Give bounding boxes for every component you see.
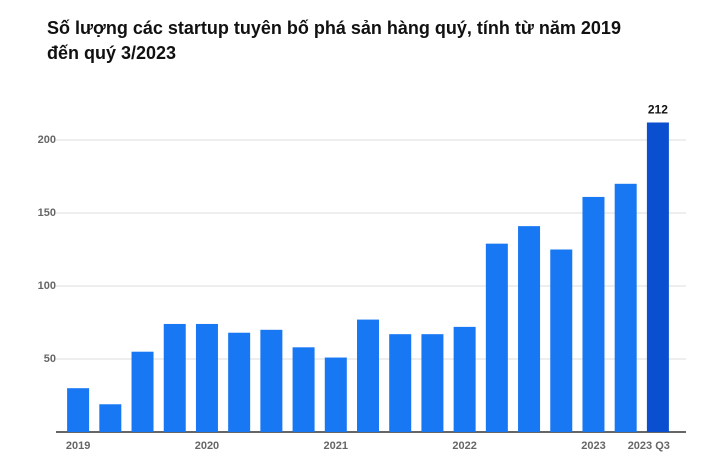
- bar: [260, 329, 283, 432]
- x-tick-label: 2022: [452, 440, 476, 452]
- bar: [582, 196, 605, 432]
- bar: [453, 326, 476, 432]
- bar: [421, 334, 444, 432]
- bar: [228, 332, 251, 432]
- x-tick-label: 2020: [195, 440, 219, 452]
- bar: [518, 226, 541, 432]
- x-tick-label: 2021: [324, 440, 348, 452]
- bar: [485, 243, 508, 432]
- bar: [163, 323, 186, 432]
- bar: [292, 347, 315, 432]
- bar: [67, 388, 90, 432]
- bar: [389, 334, 412, 432]
- x-tick-label: 2023 Q3: [628, 440, 670, 452]
- bar: [646, 122, 669, 432]
- y-tick-label: 150: [38, 207, 56, 219]
- x-tick-label: 2023: [581, 440, 605, 452]
- bar: [131, 351, 154, 432]
- bar: [99, 404, 122, 432]
- bar: [195, 323, 218, 432]
- value-label: 212: [648, 103, 668, 117]
- bar: [324, 357, 347, 432]
- bar: [357, 319, 379, 432]
- chart-title: Số lượng các startup tuyên bố phá sản hà…: [47, 18, 621, 63]
- y-tick-label: 200: [38, 134, 56, 146]
- y-tick-label: 50: [44, 353, 56, 365]
- x-tick-label: 2019: [66, 440, 90, 452]
- bar: [550, 249, 573, 432]
- bar: [614, 183, 637, 432]
- y-tick-label: 100: [38, 280, 56, 292]
